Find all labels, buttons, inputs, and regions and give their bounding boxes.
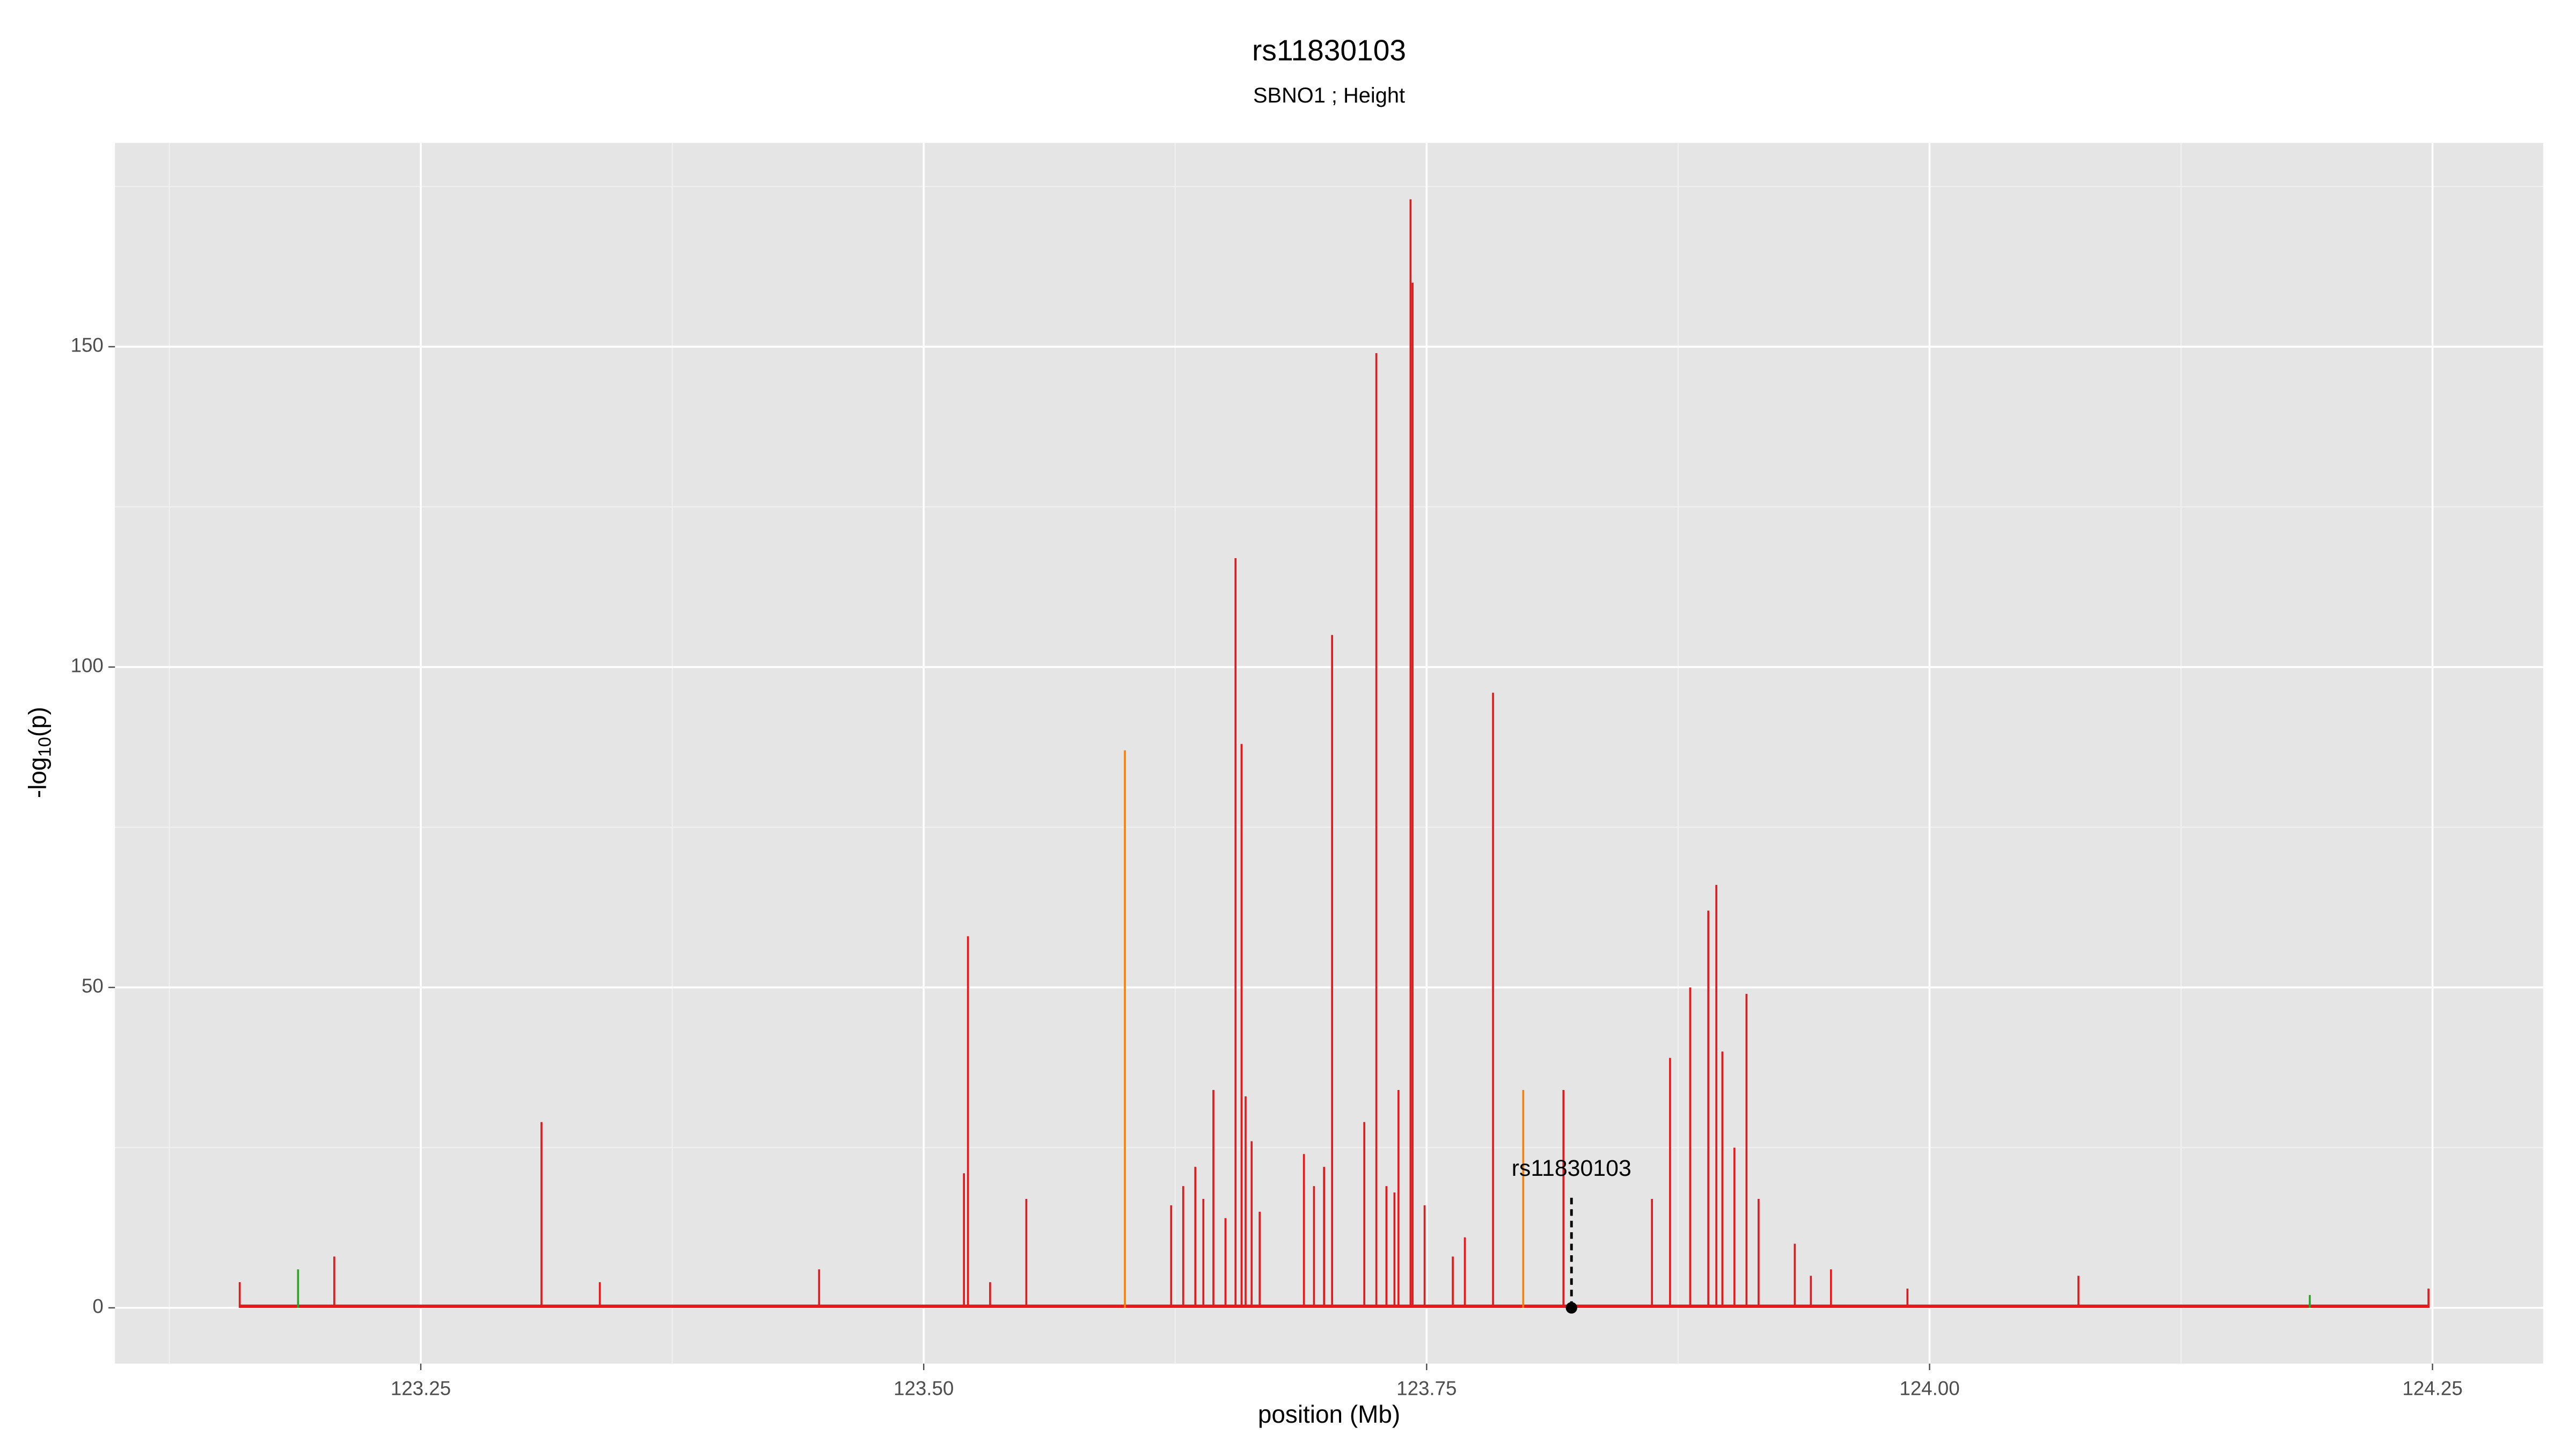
y-tick-label: 0 [92,1296,103,1318]
x-axis-label: position (Mb) [1258,1400,1400,1428]
annotation-point [1565,1302,1577,1314]
x-tick-label: 123.50 [894,1377,954,1399]
y-tick-label: 50 [82,975,104,997]
y-label-subscript: 10 [35,737,55,757]
y-label-text: (p) [24,707,52,737]
marks [238,199,2429,1314]
y-tick-label: 150 [71,334,104,356]
x-tick-label: 124.00 [1899,1377,1959,1399]
chart-subtitle: SBNO1 ; Height [1253,84,1405,107]
y-label-text: -log [24,757,52,799]
y-axis-label: -log10(p) [24,707,55,798]
x-tick-label: 123.75 [1396,1377,1457,1399]
annotation-label: rs11830103 [1512,1155,1631,1181]
chart-title: rs11830103 [1252,34,1406,67]
x-tick-label: 124.25 [2402,1377,2462,1399]
x-tick-label: 123.25 [391,1377,451,1399]
y-tick-label: 100 [71,655,104,677]
plot-panel [115,143,2543,1364]
